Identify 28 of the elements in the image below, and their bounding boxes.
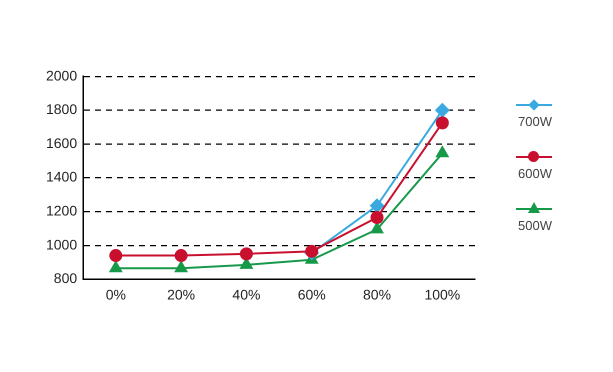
legend-label: 700W: [518, 114, 553, 129]
y-tick-label: 1000: [46, 236, 78, 252]
point: [110, 261, 122, 272]
y-tick-label: 1200: [46, 202, 78, 218]
x-tick-label: 0%: [106, 286, 126, 302]
point: [305, 244, 318, 258]
y-tick-label: 1400: [46, 168, 78, 185]
x-tick-label: 100%: [424, 286, 460, 302]
legend-label: 500W: [518, 218, 553, 233]
point: [436, 146, 449, 158]
point: [370, 211, 384, 224]
point: [109, 249, 122, 262]
y-tick-label: 1600: [46, 134, 78, 151]
point: [370, 198, 384, 213]
y-tick-label: 2000: [46, 67, 78, 84]
point: [436, 116, 449, 130]
x-tick-label: 20%: [167, 286, 196, 302]
point: [174, 249, 188, 262]
x-tick-label: 60%: [298, 286, 326, 302]
x-tick-label: 40%: [232, 286, 260, 302]
legend-label: 600W: [518, 166, 553, 181]
point: [240, 247, 253, 260]
y-tick-label: 1800: [46, 101, 78, 118]
point: [174, 261, 188, 272]
point: [435, 103, 450, 118]
x-tick-label: 80%: [363, 286, 392, 302]
point: [370, 222, 384, 234]
y-tick-label: 800: [54, 270, 78, 286]
